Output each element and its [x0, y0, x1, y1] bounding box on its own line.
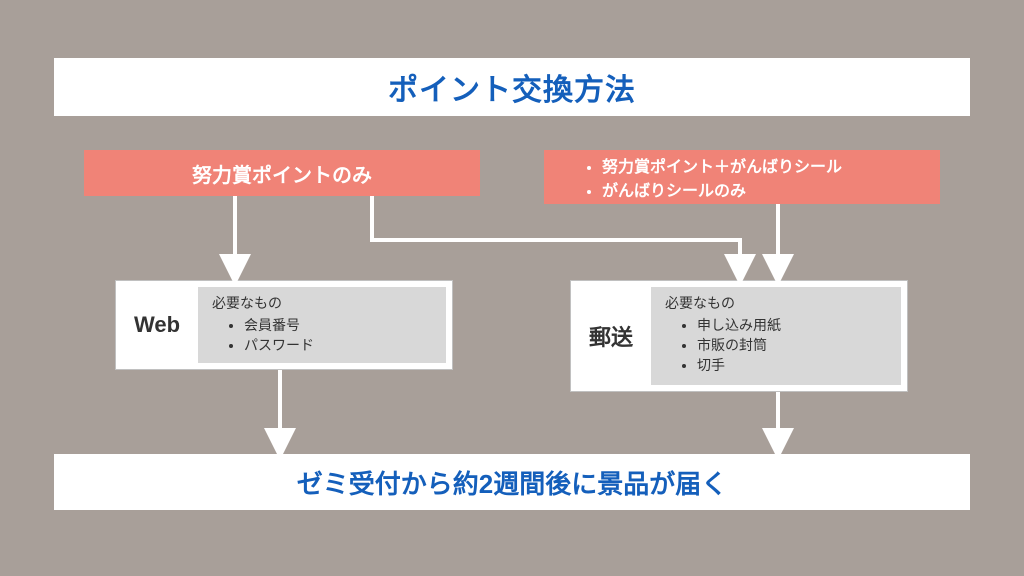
category-right-item: 努力賞ポイント＋がんばりシール	[602, 153, 842, 177]
method-mail-requirements: 必要なもの 申し込み用紙 市販の封筒 切手	[651, 287, 901, 385]
req-item: 市販の封筒	[697, 335, 887, 355]
method-mail-label: 郵送	[571, 281, 651, 391]
page-title: ポイント交換方法	[388, 65, 636, 109]
req-item: パスワード	[244, 335, 432, 355]
req-title: 必要なもの	[212, 293, 432, 313]
category-right-list: 努力賞ポイント＋がんばりシール がんばりシールのみ	[584, 153, 842, 201]
req-item: 会員番号	[244, 315, 432, 335]
method-web-requirements: 必要なもの 会員番号 パスワード	[198, 287, 446, 363]
method-web-label: Web	[116, 281, 198, 369]
category-right: 努力賞ポイント＋がんばりシール がんばりシールのみ	[544, 150, 940, 204]
category-left-label: 努力賞ポイントのみ	[192, 159, 372, 188]
category-left: 努力賞ポイントのみ	[84, 150, 480, 196]
result-text: ゼミ受付から約2週間後に景品が届く	[297, 464, 727, 501]
method-mail-box: 郵送 必要なもの 申し込み用紙 市販の封筒 切手	[570, 280, 908, 392]
title-bar: ポイント交換方法	[54, 58, 970, 116]
method-web-box: Web 必要なもの 会員番号 パスワード	[115, 280, 453, 370]
category-right-item: がんばりシールのみ	[602, 177, 842, 201]
req-item: 切手	[697, 355, 887, 375]
req-item: 申し込み用紙	[697, 315, 887, 335]
result-bar: ゼミ受付から約2週間後に景品が届く	[54, 454, 970, 510]
req-title: 必要なもの	[665, 293, 887, 313]
